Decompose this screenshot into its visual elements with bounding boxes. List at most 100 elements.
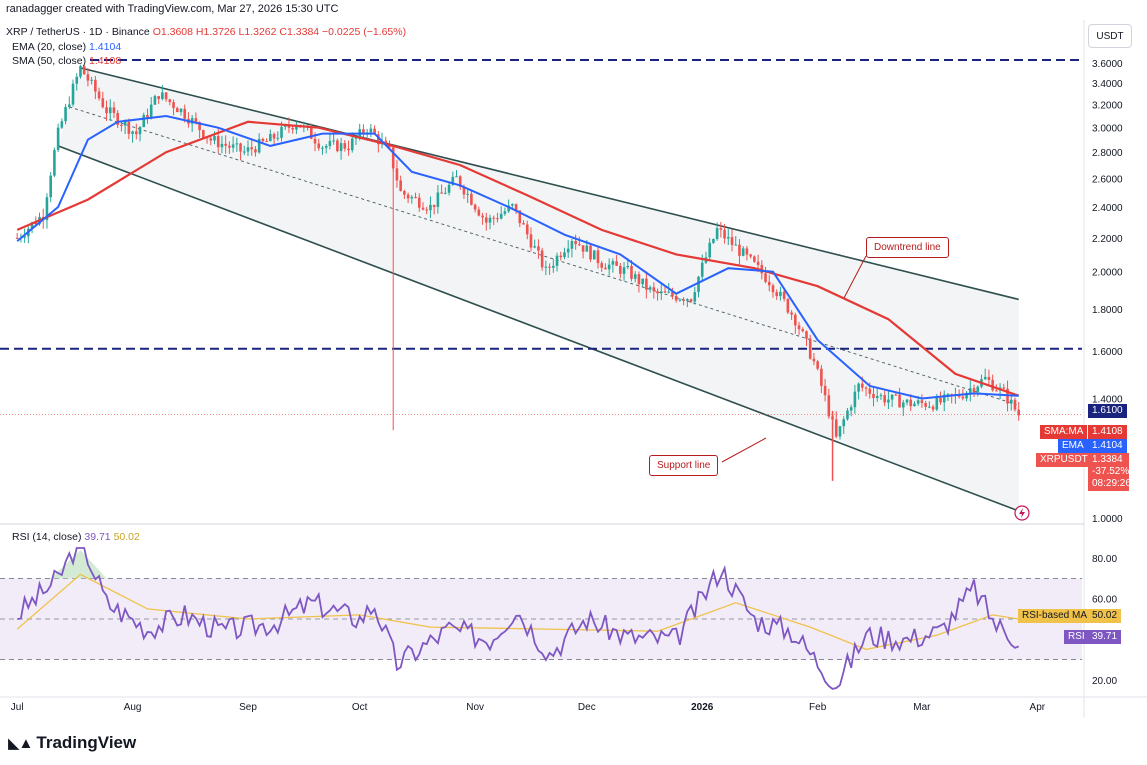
ema-value: 1.4104 — [89, 41, 122, 53]
candle-body — [161, 92, 164, 100]
sma-tag-value: 1.4108 — [1088, 425, 1127, 439]
candle-body — [626, 265, 630, 268]
open-value: O1.3608 — [152, 26, 193, 38]
candle-body — [183, 108, 187, 119]
ema-legend[interactable]: EMA (20, close) 1.4104 — [12, 40, 121, 55]
candle-body — [257, 138, 261, 153]
candle-body — [916, 400, 920, 404]
symbol-tag-label: XRPUSDT — [1036, 453, 1092, 467]
candle-body — [432, 204, 436, 207]
price-tick-label: 3.4000 — [1092, 79, 1123, 90]
candle-body — [559, 255, 563, 258]
candle-body — [663, 291, 667, 293]
candle-body — [682, 299, 685, 301]
sma-tag-label: SMA:MA — [1040, 425, 1088, 439]
candle-body — [846, 410, 849, 420]
brand-name: TradingView — [36, 733, 137, 752]
candle-body — [477, 209, 481, 216]
channel-midline — [69, 106, 1019, 406]
candle-body — [49, 175, 52, 198]
candle-body — [648, 287, 652, 290]
candle-body — [756, 261, 760, 265]
currency-button[interactable]: USDT — [1088, 24, 1132, 48]
candle-body — [961, 396, 965, 399]
candle-body — [97, 91, 101, 99]
sma-legend[interactable]: SMA (50, close) 1.4108 — [12, 54, 121, 69]
tradingview-logo[interactable]: ◣▲ TradingView — [8, 733, 136, 753]
candle-body — [596, 250, 600, 264]
candle-body — [786, 298, 790, 313]
candle-body — [328, 141, 332, 146]
candle-body — [779, 291, 782, 297]
candle-body — [153, 96, 157, 105]
candle-body — [887, 399, 890, 403]
candle-body — [112, 107, 116, 113]
support-annotation[interactable]: Support line — [649, 455, 719, 476]
candle-body — [533, 246, 536, 248]
rsi-line — [17, 547, 1020, 690]
candle-body — [693, 292, 697, 302]
candle-body — [172, 102, 175, 109]
candle-body — [317, 143, 321, 149]
candle-body — [347, 148, 350, 151]
candle-body — [179, 108, 183, 113]
candle-body — [671, 291, 674, 296]
rsi-legend[interactable]: RSI (14, close) 39.71 50.02 — [12, 530, 140, 545]
candle-body — [1017, 409, 1021, 416]
candle-body — [135, 131, 138, 135]
candle-body — [745, 248, 749, 255]
price-tick-label: 2.8000 — [1092, 148, 1123, 159]
candle-body — [548, 266, 551, 268]
candle-body — [216, 136, 220, 148]
candle-body — [336, 140, 339, 152]
candle-body — [295, 124, 298, 130]
price-tick-label: 3.6000 — [1092, 59, 1123, 70]
chart-credit: ranadagger created with TradingView.com,… — [6, 3, 339, 15]
candle-body — [64, 106, 67, 122]
rsi-ma-value: 50.02 — [113, 531, 140, 543]
candle-body — [838, 426, 842, 437]
downtrend-annotation[interactable]: Downtrend line — [866, 237, 949, 258]
candle-body — [421, 207, 425, 210]
candle-body — [753, 256, 756, 262]
candle-body — [566, 248, 570, 253]
candle-body — [34, 222, 38, 225]
price-tick-label: 3.0000 — [1092, 124, 1123, 135]
candle-body — [131, 131, 134, 134]
candle-body — [105, 107, 108, 114]
candle-body — [79, 65, 82, 77]
candle-body — [987, 376, 991, 381]
time-tick-label: Sep — [239, 702, 257, 713]
candle-body — [801, 329, 805, 332]
candle-body — [529, 234, 533, 248]
price-tick-label: 1.6000 — [1092, 347, 1123, 358]
candle-body — [175, 108, 179, 113]
candle-body — [417, 197, 421, 208]
candle-body — [123, 121, 127, 126]
candle-body — [198, 122, 201, 131]
candle-body — [108, 107, 112, 114]
candle-body — [924, 403, 927, 407]
price-tick-label: 2.2000 — [1092, 234, 1123, 245]
close-value: C1.3384 — [279, 26, 320, 38]
candle-body — [872, 393, 875, 399]
candle-body — [607, 264, 611, 270]
candle-body — [659, 291, 663, 294]
level-1610-tag: 1.6100 — [1088, 404, 1127, 418]
candle-body — [615, 261, 618, 266]
candle-body — [622, 267, 626, 274]
rsi-tick-label: 60.00 — [1092, 595, 1117, 606]
channel-lower-line — [57, 145, 1019, 512]
candle-body — [377, 134, 380, 145]
candle-body — [157, 96, 160, 100]
price-tick-label: 1.4000 — [1092, 394, 1123, 405]
candle-body — [942, 394, 946, 403]
candle-body — [444, 192, 447, 194]
candle-body — [972, 388, 976, 393]
candle-body — [373, 128, 376, 135]
candle-body — [1002, 387, 1006, 389]
rsi-tag-value: 39.71 — [1088, 630, 1122, 644]
candle-body — [794, 314, 797, 326]
candle-body — [741, 248, 745, 256]
